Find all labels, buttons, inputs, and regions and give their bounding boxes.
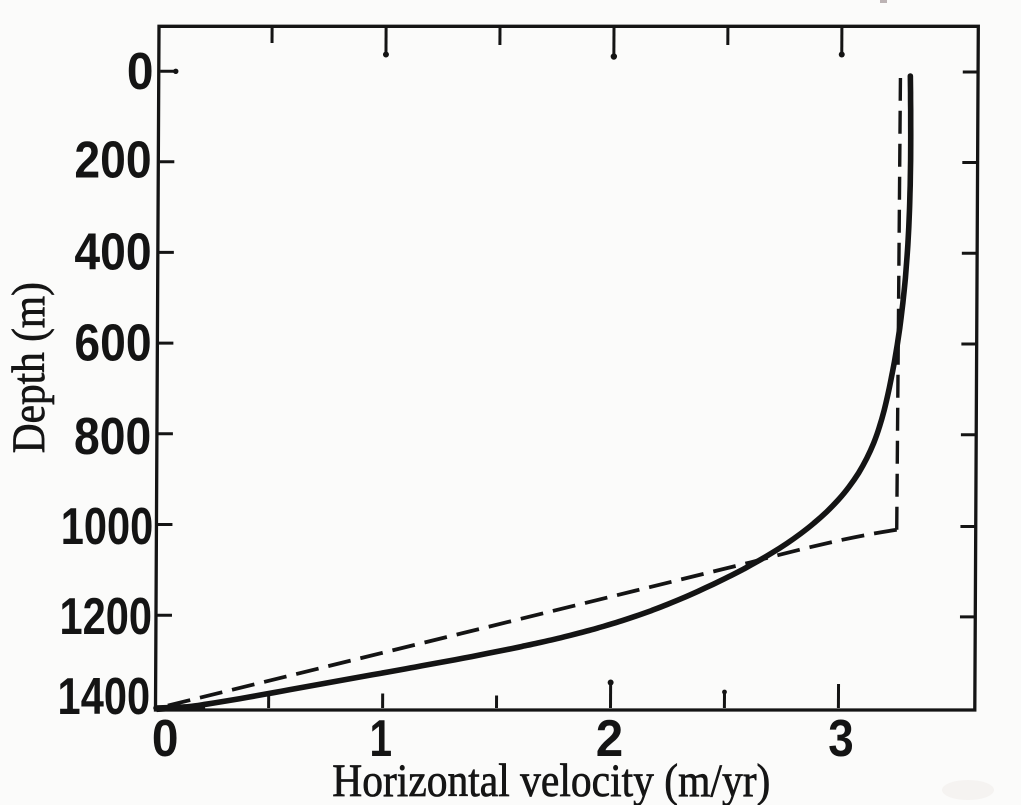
svg-text:Horizontal velocity (m/yr): Horizontal velocity (m/yr) <box>332 755 770 805</box>
svg-text:1400: 1400 <box>58 667 151 726</box>
svg-text:800: 800 <box>74 407 151 465</box>
svg-text:3: 3 <box>828 710 853 767</box>
svg-text:0: 0 <box>127 42 154 100</box>
svg-text:1: 1 <box>370 709 393 767</box>
svg-text:Depth (m): Depth (m) <box>3 282 55 453</box>
svg-text:1200: 1200 <box>59 586 152 645</box>
svg-text:400: 400 <box>74 223 151 281</box>
svg-text:0: 0 <box>152 709 179 767</box>
svg-text:200: 200 <box>74 131 151 189</box>
svg-text:2: 2 <box>596 709 623 767</box>
svg-text:600: 600 <box>74 314 151 372</box>
svg-text:1000: 1000 <box>61 497 154 556</box>
